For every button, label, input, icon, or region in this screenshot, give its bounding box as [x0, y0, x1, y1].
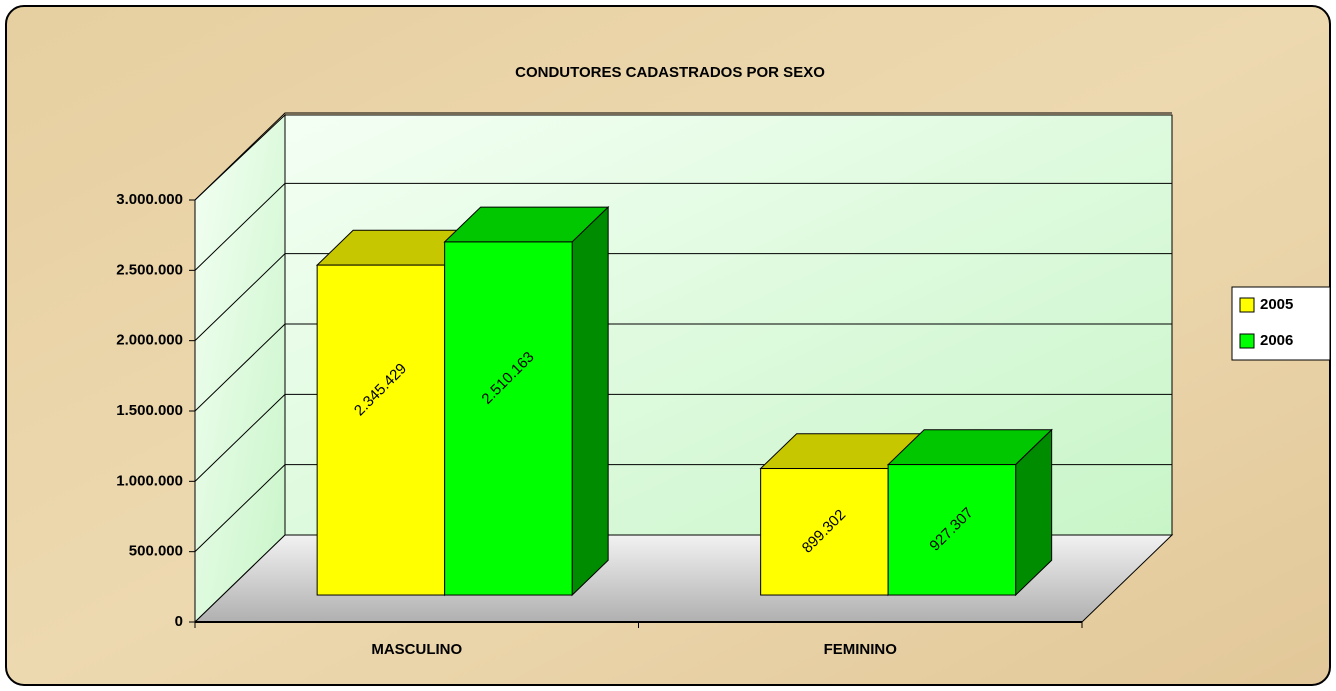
legend-swatch [1239, 297, 1255, 313]
y-tick-label: 2.500.000 [116, 261, 183, 278]
y-tick-label: 0 [175, 613, 183, 630]
grid-line [194, 182, 1172, 271]
bar [444, 241, 573, 596]
chart-title: CONDUTORES CADASTRADOS POR SEXO [515, 64, 825, 81]
bar [760, 468, 889, 596]
grid-line [194, 323, 1172, 412]
x-tick-label: FEMININO [824, 641, 898, 658]
grid-line [194, 112, 1172, 201]
bar [316, 264, 446, 596]
legend-label: 2005 [1260, 296, 1293, 313]
y-tick-label: 1.000.000 [116, 472, 183, 489]
grid-line [194, 393, 1172, 482]
x-tick-label: MASCULINO [371, 641, 462, 658]
side-wall [194, 113, 286, 624]
y-tick-label: 1.500.000 [116, 402, 183, 419]
legend-label: 2006 [1260, 332, 1293, 349]
bar [887, 464, 1017, 596]
y-tick-label: 3.000.000 [116, 191, 183, 208]
y-tick-label: 500.000 [129, 543, 183, 560]
bar-side [571, 205, 609, 597]
legend-swatch [1239, 333, 1255, 349]
y-tick-label: 2.000.000 [116, 332, 183, 349]
grid-line [194, 253, 1172, 342]
